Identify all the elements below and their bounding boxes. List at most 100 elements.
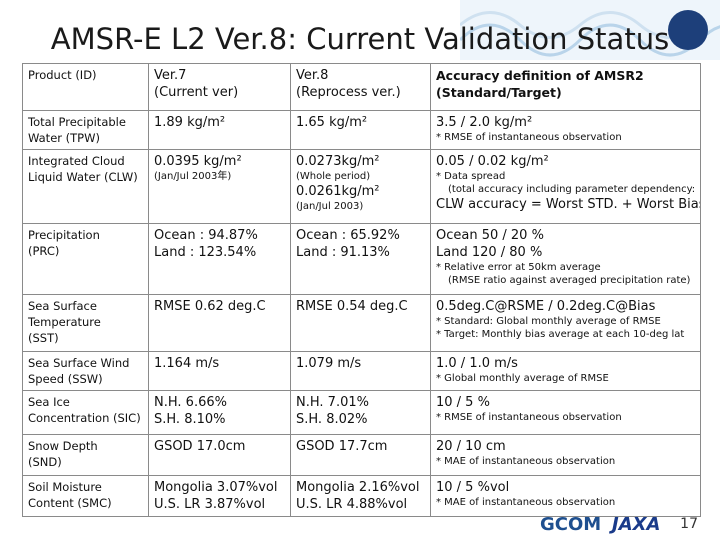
table-cell: 0.5deg.C@RSME / 0.2deg.C@Bias * Standard:… [430,294,701,352]
table-cell: N.H. 6.66% S.H. 8.10% [148,390,291,435]
table-cell: RMSE 0.62 deg.C [148,294,291,352]
cell-line: Content (SMC) [28,496,112,510]
cell-line: Accuracy definition of AMSR2 [436,68,644,83]
cell-line: N.H. 6.66% [154,395,227,410]
cell-line: RMSE 0.54 deg.C [296,299,408,314]
table-row: Sea Surface Wind Speed (SSW) 1.164 m/s 1.07… [22,351,701,391]
cell-line: U.S. LR 4.88%vol [296,497,408,512]
cell-line: GSOD 17.7cm [296,439,388,454]
table-cell: Integrated Cloud Liquid Water (CLW) [22,149,149,224]
cell-line: (Jan/Jul 2003) [296,201,364,212]
cell-line: Sea Surface [28,299,97,313]
table-row: Total Precipitable Water (TPW) 1.89 kg/m² 1… [22,110,701,150]
cell-line: Product (ID) [28,68,97,82]
cell-line: 0.5deg.C@RSME / 0.2deg.C@Bias [436,299,656,314]
table-cell: Ocean 50 / 20 % Land 120 / 80 % * Relative… [430,223,701,295]
table-cell: 10 / 5 % * RMSE of instantaneous observat… [430,390,701,435]
cell-line: * Target: Monthly bias average at each 1… [436,329,685,340]
table-row: Sea Ice Concentration (SIC) N.H. 6.66% S.H.… [22,390,701,435]
table-cell: Mongolia 3.07%vol U.S. LR 3.87%vol [148,475,291,517]
header-cell: Ver.8 (Reprocess ver.) [290,63,431,111]
cell-line: 1.079 m/s [296,356,362,371]
table-cell: 20 / 10 cm * MAE of instantaneous observa… [430,434,701,476]
cell-line: (PRC) [28,244,60,258]
table-cell: 0.0273kg/m² (Whole period) 0.0261kg/m² (Jan… [290,149,431,224]
cell-line: CLW accuracy = Worst STD. + Worst Bias) [436,197,701,212]
cell-line: * RMSE of instantaneous observation [436,132,622,143]
table-cell: Ocean : 94.87% Land : 123.54% [148,223,291,295]
cell-line: Ocean : 94.87% [154,228,258,243]
cell-line: (Current ver) [154,85,239,100]
table-cell: RMSE 0.54 deg.C [290,294,431,352]
table-cell: Total Precipitable Water (TPW) [22,110,149,150]
table-cell: 10 / 5 %vol * MAE of instantaneous observ… [430,475,701,517]
cell-line: Concentration (SIC) [28,411,141,425]
cell-line: (SST) [28,331,59,345]
cell-line: Ocean : 65.92% [296,228,400,243]
cell-line: * RMSE of instantaneous observation [436,412,622,423]
table-cell: 1.164 m/s [148,351,291,391]
cell-line: (Whole period) [296,171,371,182]
table-cell: 3.5 / 2.0 kg/m² * RMSE of instantaneous o… [430,110,701,150]
cell-line: Liquid Water (CLW) [28,170,138,184]
decoration [460,0,720,60]
cell-line: * Data spread [436,171,506,182]
cell-line: 0.0261kg/m² [296,184,380,199]
cell-line: Temperature [28,315,101,329]
cell-line: * Standard: Global monthly average of RM… [436,316,661,327]
table-cell: Sea Surface Temperature (SST) [22,294,149,352]
table-cell: 1.89 kg/m² [148,110,291,150]
table-cell: Precipitation (PRC) [22,223,149,295]
header-cell: Ver.7 (Current ver) [148,63,291,111]
cell-line: 0.0273kg/m² [296,154,380,169]
table-cell: Sea Ice Concentration (SIC) [22,390,149,435]
cell-line: 20 / 10 cm [436,439,506,454]
cell-line: 1.164 m/s [154,356,220,371]
cell-line: (Jan/Jul 2003年) [154,171,232,182]
table-row: Soil Moisture Content (SMC) Mongolia 3.07%… [22,475,701,517]
cell-line: 10 / 5 %vol [436,480,510,495]
cell-line: (RMSE ratio against averaged precipitati… [448,275,691,286]
header-cell: Accuracy definition of AMSR2 (Standard/Ta… [430,63,701,111]
table-cell: GSOD 17.7cm [290,434,431,476]
cell-line: Ver.8 [296,68,329,83]
cell-line: GSOD 17.0cm [154,439,246,454]
table-cell: Ocean : 65.92% Land : 91.13% [290,223,431,295]
cell-line: (total accuracy including parameter depe… [448,184,696,195]
cell-line: Soil Moisture [28,480,102,494]
table-row: Snow Depth (SND) GSOD 17.0cm GSOD 17.7cm 20 … [22,434,701,476]
table-cell: Sea Surface Wind Speed (SSW) [22,351,149,391]
cell-line: Total Precipitable [28,115,126,129]
table-cell: Mongolia 2.16%vol U.S. LR 4.88%vol [290,475,431,517]
cell-line: * MAE of instantaneous observation [436,456,616,467]
cell-line: 0.05 / 0.02 kg/m² [436,154,549,169]
table-cell: 1.65 kg/m² [290,110,431,150]
cell-line: Mongolia 3.07%vol [154,480,278,495]
cell-line: (Reprocess ver.) [296,85,401,100]
cell-line: 1.65 kg/m² [296,115,368,130]
cell-line: Land : 123.54% [154,245,257,260]
header-row: Product (ID) Ver.7 (Current ver) Ver.8 (Repr… [22,63,701,111]
cell-line: Land 120 / 80 % [436,245,543,260]
cell-line: 1.0 / 1.0 m/s [436,356,518,371]
cell-line: Snow Depth [28,439,98,453]
cell-line: Speed (SSW) [28,372,103,386]
logo: JAXA [612,514,661,535]
cell-line: Sea Ice [28,395,70,409]
cell-line: RMSE 0.62 deg.C [154,299,266,314]
table-cell: 1.0 / 1.0 m/s * Global monthly average of… [430,351,701,391]
cell-line: 1.89 kg/m² [154,115,226,130]
table-row: Precipitation (PRC) Ocean : 94.87% Land : 1… [22,223,701,295]
table-row: Sea Surface Temperature (SST) RMSE 0.62 deg… [22,294,701,352]
cell-line: Integrated Cloud [28,154,125,168]
page-number: 17 [680,516,698,532]
cell-line: 3.5 / 2.0 kg/m² [436,115,533,130]
header-cell: Product (ID) [22,63,149,111]
cell-line: Precipitation [28,228,100,242]
table-cell: 0.05 / 0.02 kg/m² * Data spread (total acc… [430,149,701,224]
table-cell: GSOD 17.0cm [148,434,291,476]
cell-line: Sea Surface Wind [28,356,130,370]
validation-table: Product (ID) Ver.7 (Current ver) Ver.8 (Repr… [22,63,701,517]
cell-line: U.S. LR 3.87%vol [154,497,266,512]
